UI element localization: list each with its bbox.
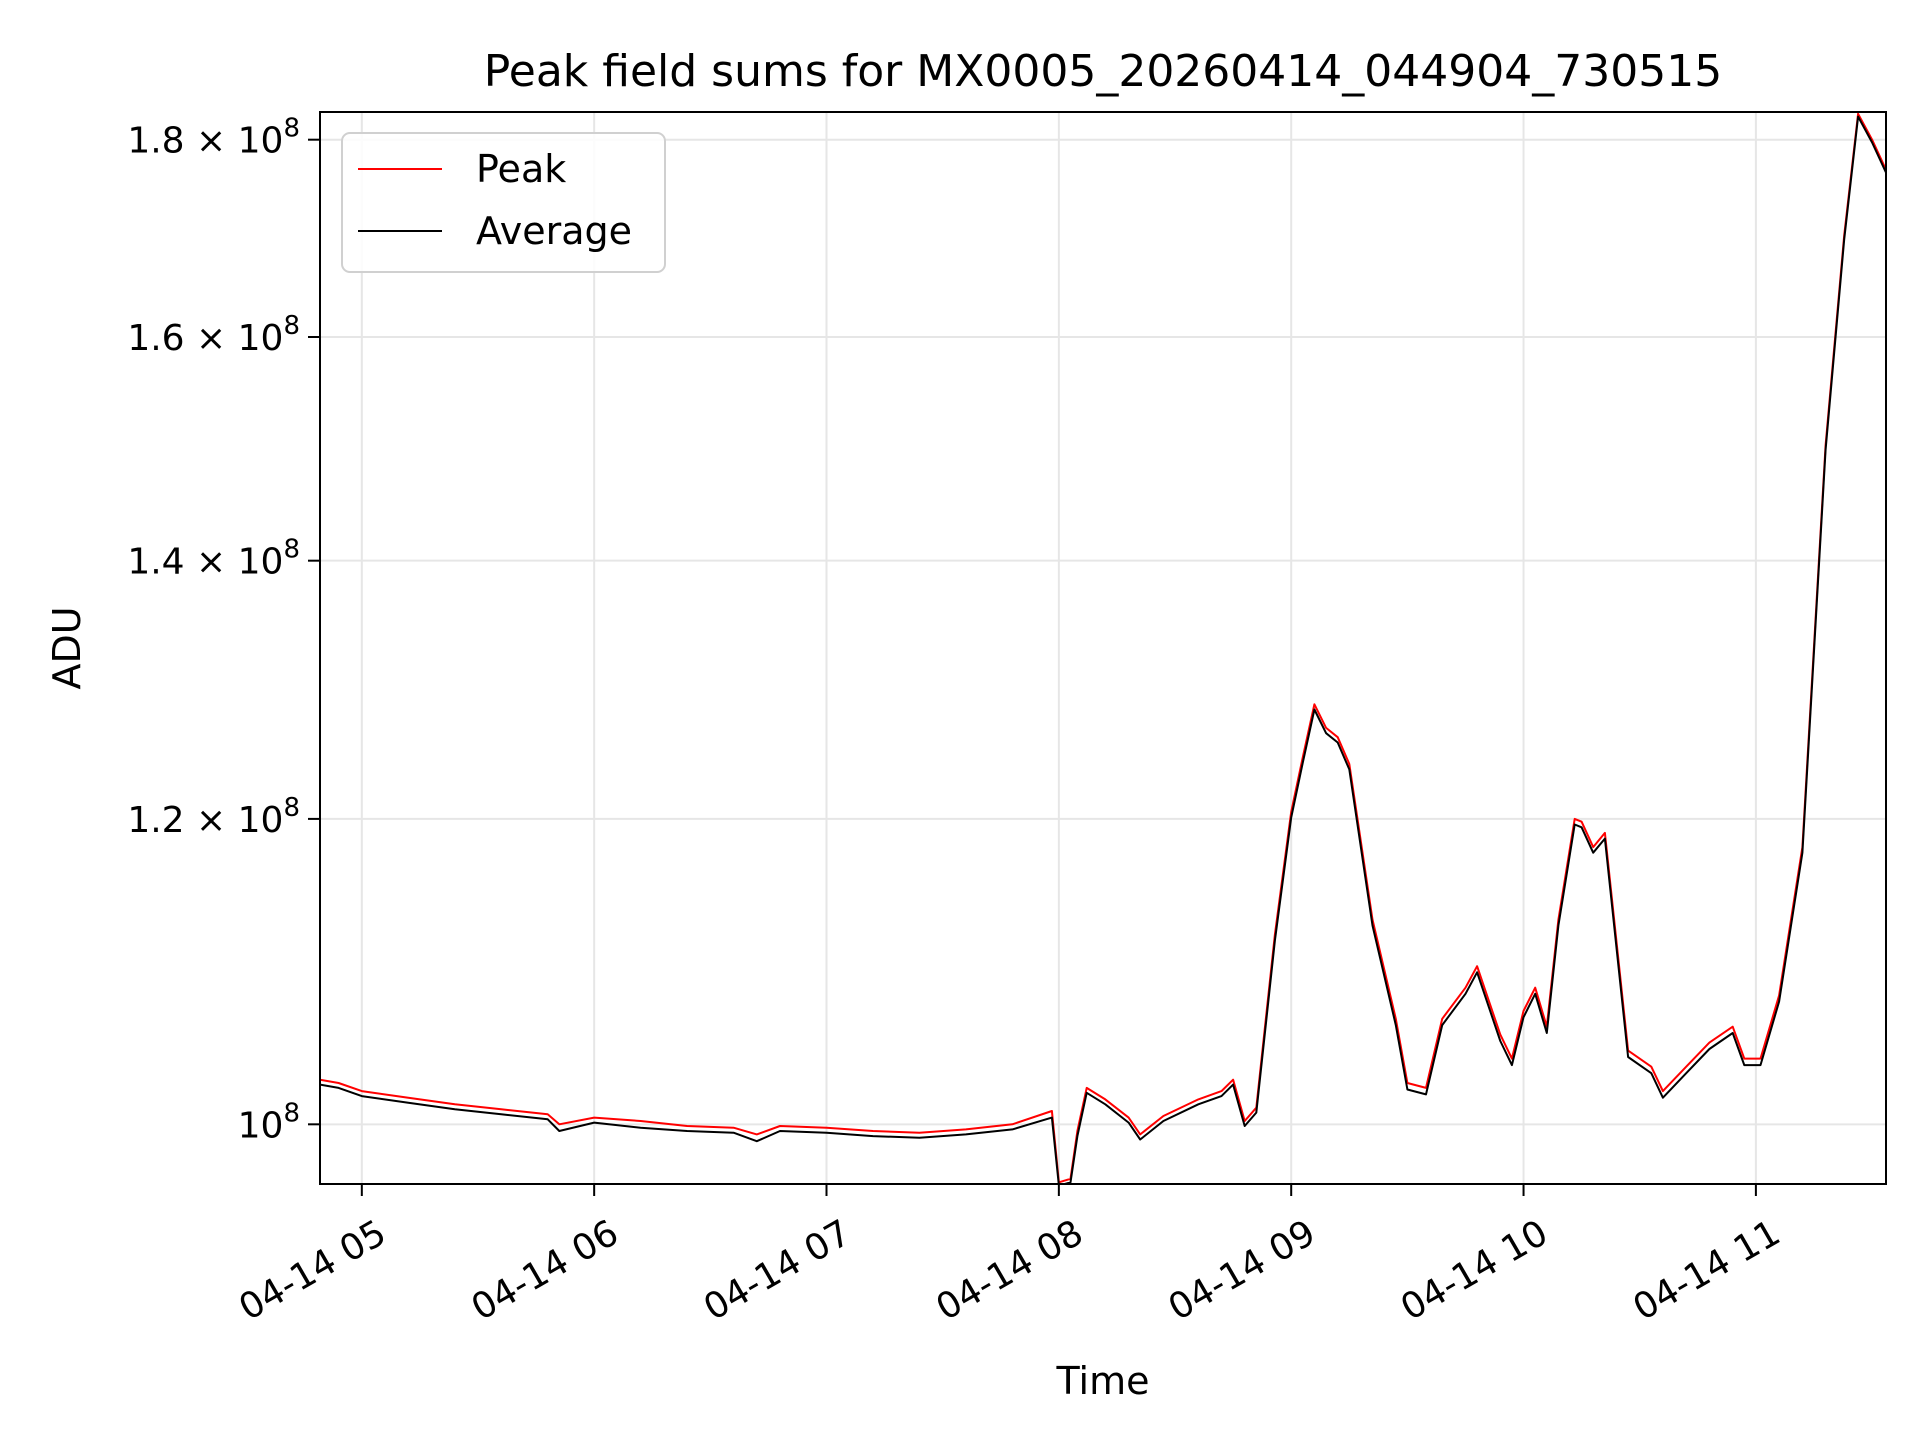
- plot-frame: [319, 111, 1887, 1185]
- legend-box: [341, 132, 666, 273]
- y-tick-mantissa: 1.4 × 10: [127, 542, 283, 583]
- y-tick-mantissa: 1.6 × 10: [127, 318, 283, 359]
- y-tick-exponent: 8: [283, 1098, 300, 1128]
- y-tick-exponent: 8: [283, 114, 300, 144]
- series-line-average: [320, 115, 1886, 1184]
- y-tick-mantissa: 10: [238, 1105, 284, 1146]
- y-tick-label: 1.6 × 108: [127, 311, 300, 359]
- series-line-peak: [320, 112, 1886, 1184]
- legend-label-peak: Peak: [476, 147, 566, 191]
- y-tick-mantissa: 1.2 × 10: [127, 800, 283, 841]
- legend: Peak Average: [341, 132, 666, 273]
- y-tick-exponent: 8: [283, 311, 300, 341]
- series-layer: [320, 112, 1886, 1184]
- y-tick-mantissa: 1.8 × 10: [127, 121, 283, 162]
- y-axis-title: ADU: [45, 606, 89, 689]
- chart-title: Peak field sums for MX0005_20260414_0449…: [484, 46, 1722, 97]
- y-tick-label: 1.4 × 108: [127, 535, 300, 583]
- y-tick-exponent: 8: [283, 535, 300, 565]
- x-axis-title: Time: [1056, 1359, 1150, 1403]
- y-tick-label: 1.2 × 108: [127, 793, 300, 841]
- y-tick-label: 108: [238, 1098, 300, 1146]
- y-tick-exponent: 8: [283, 793, 300, 823]
- legend-label-average: Average: [476, 209, 632, 253]
- y-tick-label: 1.8 × 108: [127, 114, 300, 162]
